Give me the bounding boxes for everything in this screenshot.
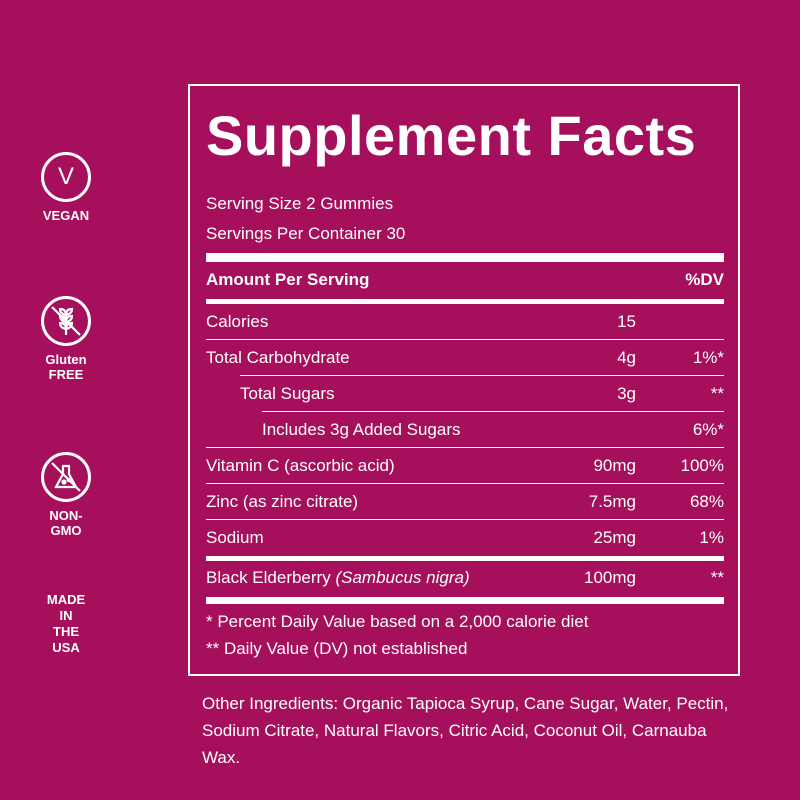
nutrient-amount: 15 xyxy=(617,312,636,331)
vegan-icon-glyph: V xyxy=(57,163,74,190)
gluten-free-badge: Gluten FREE xyxy=(40,296,92,382)
made-in-usa-line1: MADE IN xyxy=(46,592,86,623)
vegan-badge: V VEGAN xyxy=(40,152,92,223)
row-divider xyxy=(206,518,724,520)
nutrient-row-black-elderberry: Black Elderberry (Sambucus nigra) 100mg … xyxy=(206,560,724,596)
nutrient-row-zinc: Zinc (as zinc citrate) 7.5mg 68% xyxy=(206,484,724,520)
other-ingredients: Other Ingredients: Organic Tapioca Syrup… xyxy=(202,694,729,767)
nutrient-name: Total Carbohydrate xyxy=(206,348,350,367)
nutrient-name: Includes 3g Added Sugars xyxy=(262,420,461,439)
nutrient-name: Black Elderberry (Sambucus nigra) xyxy=(206,568,470,588)
nutrient-name-latin: (Sambucus nigra) xyxy=(335,568,470,587)
nutrient-row-added-sugars: Includes 3g Added Sugars 6%* xyxy=(206,412,724,448)
nutrient-amount: 4g xyxy=(617,348,636,367)
servings-per-container: Servings Per Container 30 xyxy=(206,224,406,243)
nutrient-amount: 3g xyxy=(617,384,636,403)
row-divider xyxy=(206,446,724,448)
gluten-free-label: Gluten FREE xyxy=(40,352,92,382)
nutrient-dv: 100% xyxy=(680,456,724,475)
gluten-label-line2: FREE xyxy=(48,367,84,382)
nutrient-dv: 68% xyxy=(689,492,724,511)
non-gmo-label: NON-GMO xyxy=(49,508,83,538)
wheat-icon xyxy=(51,306,81,336)
row-divider xyxy=(240,374,724,376)
footnote-dv-not-established: ** Daily Value (DV) not established xyxy=(206,639,468,658)
nutrient-row-calories: Calories 15 xyxy=(206,304,724,340)
nutrient-name: Total Sugars xyxy=(240,384,335,403)
serving-size: Serving Size 2 Gummies xyxy=(206,194,394,213)
nutrient-dv: ** xyxy=(710,568,724,587)
row-divider xyxy=(206,338,724,340)
thick-divider-top xyxy=(206,253,724,262)
facts-header-row: Amount Per Serving %DV xyxy=(206,262,724,298)
nutrient-amount: 100mg xyxy=(584,568,636,587)
non-gmo-badge: NON-GMO xyxy=(40,452,92,538)
nutrient-amount: 7.5mg xyxy=(588,492,636,511)
made-in-usa-line2: THE USA xyxy=(52,624,80,655)
nutrient-name: Sodium xyxy=(206,528,264,547)
nutrient-amount: 25mg xyxy=(593,528,636,547)
nutrient-dv: ** xyxy=(710,384,724,403)
flask-icon xyxy=(51,462,81,492)
gluten-free-icon xyxy=(41,296,91,346)
vegan-label: VEGAN xyxy=(42,208,90,223)
amount-per-serving-header: Amount Per Serving xyxy=(206,270,370,289)
row-divider xyxy=(262,410,724,412)
nutrient-row-vitamin-c: Vitamin C (ascorbic acid) 90mg 100% xyxy=(206,448,724,484)
non-gmo-icon xyxy=(41,452,91,502)
made-in-usa-badge: MADE IN THE USA xyxy=(40,592,92,656)
footnote-percent-dv: * Percent Daily Value based on a 2,000 c… xyxy=(206,612,589,631)
vegan-icon: V xyxy=(41,152,91,202)
dv-header: %DV xyxy=(685,270,724,289)
nutrient-dv: 6%* xyxy=(692,420,724,439)
nutrient-name: Zinc (as zinc citrate) xyxy=(206,492,359,511)
nutrient-dv: 1%* xyxy=(692,348,724,367)
nutrient-name: Calories xyxy=(206,312,269,331)
nutrient-amount: 90mg xyxy=(593,456,636,475)
facts-title: Supplement Facts xyxy=(206,104,697,167)
thick-divider-header xyxy=(206,299,724,304)
supplement-facts-panel: Supplement Facts Serving Size 2 Gummies … xyxy=(188,84,740,676)
gluten-label-line1: Gluten xyxy=(45,352,87,367)
nutrient-name: Vitamin C (ascorbic acid) xyxy=(206,456,395,475)
thick-divider-bottom xyxy=(206,597,724,604)
nutrient-row-sodium: Sodium 25mg 1% xyxy=(206,520,724,556)
nutrient-row-total-carbohydrate: Total Carbohydrate 4g 1%* xyxy=(206,340,724,376)
nutrient-dv: 1% xyxy=(699,528,724,547)
thick-divider-middle xyxy=(206,556,724,561)
row-divider xyxy=(206,482,724,484)
nutrient-name-text: Black Elderberry xyxy=(206,568,331,587)
nutrient-row-total-sugars: Total Sugars 3g ** xyxy=(206,376,724,412)
